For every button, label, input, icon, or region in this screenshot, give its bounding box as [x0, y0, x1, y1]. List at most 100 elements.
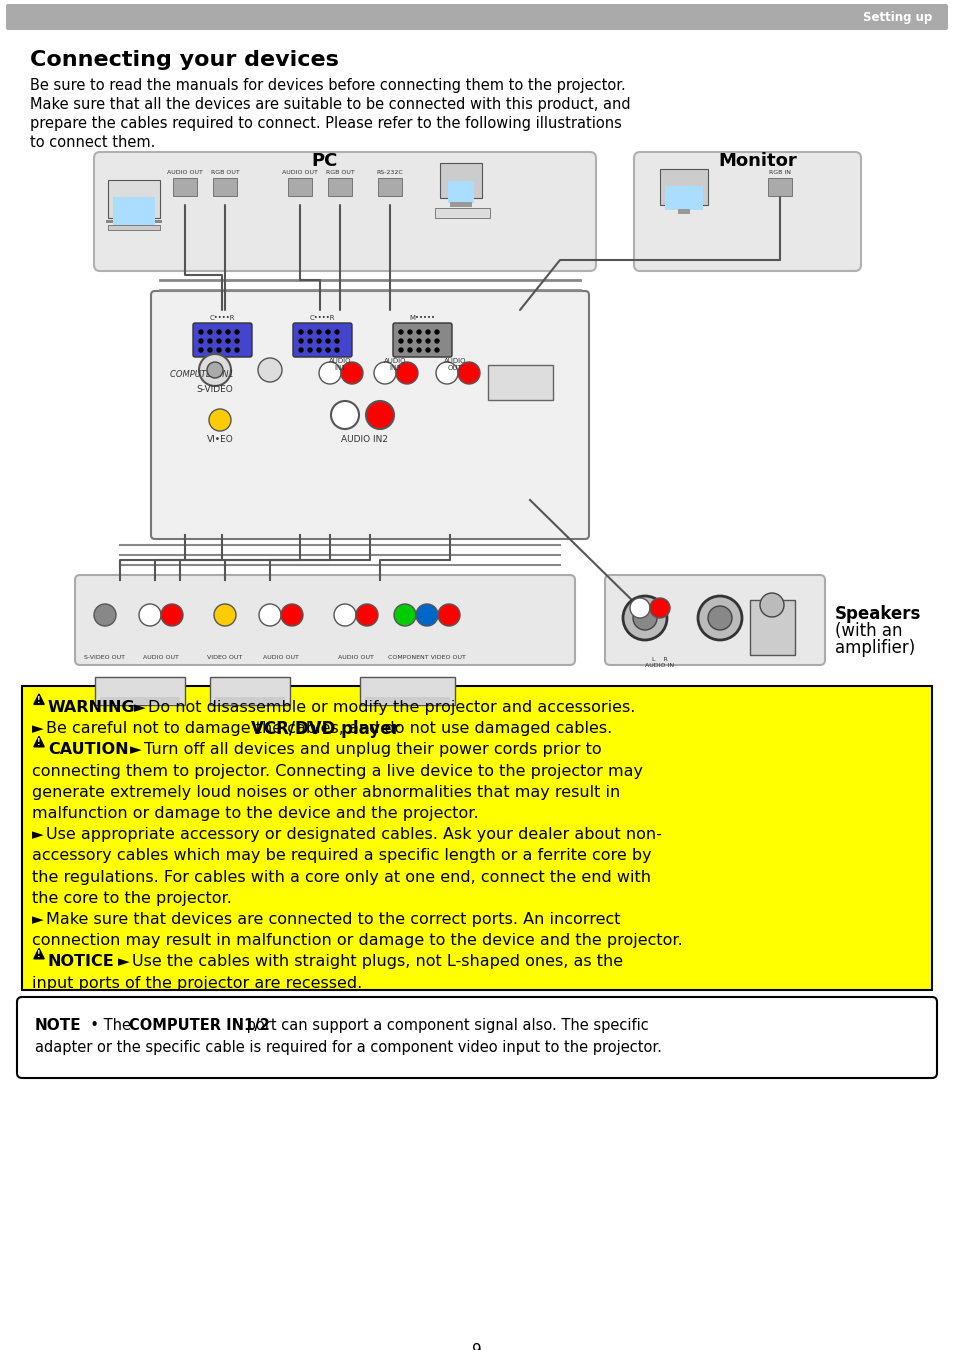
Bar — [172, 178, 196, 196]
Circle shape — [760, 593, 783, 617]
Text: NOTE: NOTE — [35, 1018, 82, 1033]
Text: ►: ► — [133, 701, 146, 716]
Circle shape — [398, 348, 402, 352]
Text: Use appropriate accessory or designated cables. Ask your dealer about non-: Use appropriate accessory or designated … — [46, 828, 661, 842]
Polygon shape — [33, 949, 44, 958]
Text: CAUTION: CAUTION — [48, 743, 129, 757]
Text: connecting them to projector. Connecting a live device to the projector may: connecting them to projector. Connecting… — [32, 764, 642, 779]
FancyBboxPatch shape — [634, 153, 861, 271]
Circle shape — [335, 348, 338, 352]
Circle shape — [326, 339, 330, 343]
Bar — [659, 169, 707, 205]
Circle shape — [298, 329, 303, 333]
Circle shape — [234, 329, 239, 333]
Text: NOTICE: NOTICE — [48, 954, 114, 969]
Text: Use the cables with straight plugs, not L-shaped ones, as the: Use the cables with straight plugs, not … — [132, 954, 622, 969]
Circle shape — [436, 362, 457, 383]
Text: RGB IN: RGB IN — [768, 170, 790, 176]
Text: • The: • The — [81, 1018, 135, 1033]
Circle shape — [281, 603, 303, 626]
Circle shape — [707, 606, 731, 630]
Circle shape — [326, 329, 330, 333]
Bar — [435, 208, 490, 217]
Circle shape — [258, 603, 281, 626]
Circle shape — [426, 329, 430, 333]
Text: Be careful not to damage the cables, and do not use damaged cables.: Be careful not to damage the cables, and… — [46, 721, 612, 736]
Text: input ports of the projector are recessed.: input ports of the projector are recesse… — [32, 976, 362, 991]
FancyBboxPatch shape — [75, 575, 575, 666]
Text: AUDIO: AUDIO — [329, 358, 351, 364]
Circle shape — [94, 603, 116, 626]
Text: AUDIO IN2: AUDIO IN2 — [341, 435, 388, 444]
Text: the core to the projector.: the core to the projector. — [32, 891, 232, 906]
Circle shape — [394, 603, 416, 626]
Text: amplifier): amplifier) — [834, 639, 914, 657]
Circle shape — [408, 339, 412, 343]
Text: AUDIO OUT: AUDIO OUT — [263, 655, 298, 660]
Polygon shape — [33, 694, 44, 705]
Text: C••••R: C••••R — [309, 315, 335, 321]
Circle shape — [308, 339, 312, 343]
Circle shape — [308, 348, 312, 352]
Text: port can support a component signal also. The specific: port can support a component signal also… — [242, 1018, 648, 1033]
Text: ►: ► — [130, 743, 142, 757]
Text: Do not disassemble or modify the projector and accessories.: Do not disassemble or modify the project… — [148, 701, 635, 716]
Circle shape — [416, 348, 420, 352]
Text: Setting up: Setting up — [862, 11, 931, 23]
Text: malfunction or damage to the device and the projector.: malfunction or damage to the device and … — [32, 806, 478, 821]
Bar — [448, 181, 474, 202]
Bar — [450, 202, 472, 207]
Bar — [749, 599, 794, 655]
Bar — [439, 163, 481, 198]
Circle shape — [698, 595, 741, 640]
FancyBboxPatch shape — [6, 4, 947, 30]
Polygon shape — [33, 736, 44, 747]
Text: Connecting your devices: Connecting your devices — [30, 50, 338, 70]
Circle shape — [435, 348, 438, 352]
Circle shape — [398, 339, 402, 343]
Text: ►: ► — [32, 913, 44, 927]
Bar — [488, 364, 553, 400]
Text: VCR/DVD player: VCR/DVD player — [251, 720, 399, 738]
Text: Monitor: Monitor — [718, 153, 796, 170]
Circle shape — [331, 401, 358, 429]
Circle shape — [209, 409, 231, 431]
Circle shape — [316, 348, 320, 352]
FancyBboxPatch shape — [17, 998, 936, 1079]
Text: S-VIDEO: S-VIDEO — [196, 385, 233, 394]
Circle shape — [633, 606, 657, 630]
Circle shape — [316, 339, 320, 343]
Text: AUDIO: AUDIO — [383, 358, 406, 364]
Bar — [112, 197, 154, 225]
Circle shape — [298, 339, 303, 343]
Text: !: ! — [37, 950, 41, 960]
Circle shape — [398, 329, 402, 333]
Circle shape — [374, 362, 395, 383]
Circle shape — [335, 329, 338, 333]
Circle shape — [298, 348, 303, 352]
Text: WARNING: WARNING — [48, 701, 135, 716]
Text: ►: ► — [118, 954, 130, 969]
Circle shape — [366, 401, 394, 429]
Text: to connect them.: to connect them. — [30, 135, 155, 150]
Circle shape — [207, 362, 223, 378]
Bar — [210, 676, 290, 705]
Circle shape — [408, 348, 412, 352]
Bar — [214, 697, 285, 705]
Circle shape — [216, 348, 221, 352]
Text: COMPONENT VIDEO OUT: COMPONENT VIDEO OUT — [388, 655, 465, 660]
Circle shape — [437, 603, 459, 626]
Circle shape — [629, 598, 649, 618]
FancyBboxPatch shape — [193, 323, 252, 356]
Text: accessory cables which may be required a specific length or a ferrite core by: accessory cables which may be required a… — [32, 848, 651, 864]
Circle shape — [326, 348, 330, 352]
Circle shape — [395, 362, 417, 383]
Bar — [108, 225, 160, 230]
Bar — [100, 697, 180, 705]
Circle shape — [340, 362, 363, 383]
Circle shape — [318, 362, 340, 383]
Circle shape — [208, 329, 212, 333]
Bar — [106, 220, 162, 223]
Text: (with an: (with an — [834, 622, 902, 640]
Circle shape — [416, 339, 420, 343]
